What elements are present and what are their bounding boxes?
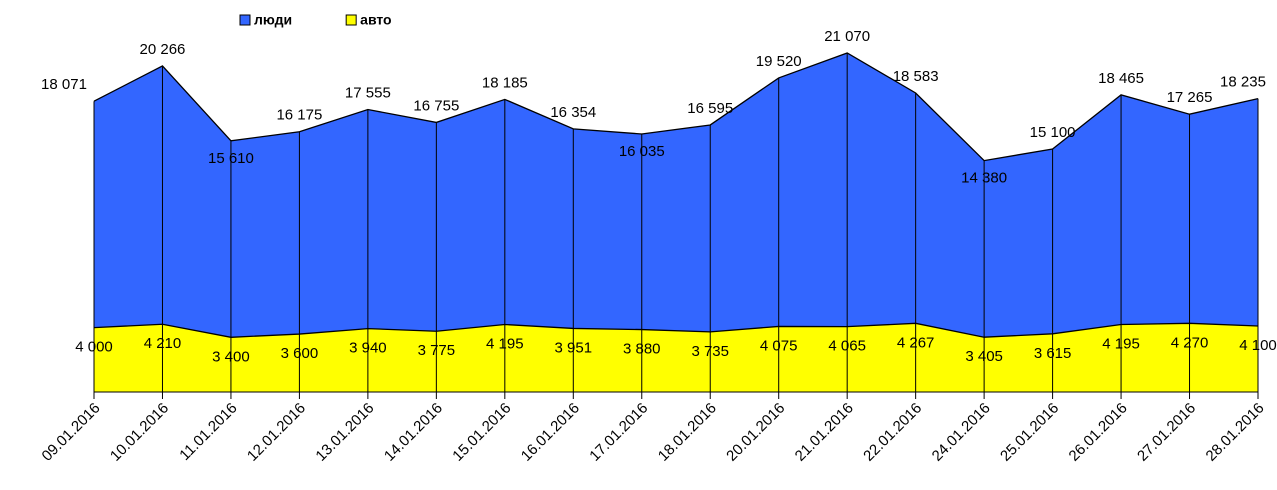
data-label: 4 210	[144, 335, 182, 352]
x-tick-label: 18.01.2016	[655, 400, 720, 465]
area-line	[93, 52, 1259, 162]
data-label: 16 755	[413, 97, 459, 114]
legend-label: авто	[360, 12, 391, 28]
data-label: 3 600	[281, 345, 319, 362]
data-label: 16 354	[550, 104, 596, 121]
data-label: 3 775	[418, 342, 456, 359]
x-tick-label: 26.01.2016	[1066, 400, 1131, 465]
data-label: 3 400	[212, 348, 250, 365]
data-label: 4 065	[828, 338, 866, 355]
x-tick-label: 12.01.2016	[244, 400, 309, 465]
x-tick-label: 09.01.2016	[39, 400, 104, 465]
data-label: 14 380	[961, 170, 1007, 187]
data-label: 3 951	[555, 339, 593, 356]
legend-label: люди	[254, 12, 292, 28]
data-label: 16 175	[276, 107, 322, 124]
x-tick-label: 15.01.2016	[449, 400, 514, 465]
legend-swatch	[345, 14, 357, 26]
data-label: 4 195	[1102, 335, 1140, 352]
data-label: 3 940	[349, 340, 387, 357]
data-label: 18 235	[1220, 74, 1266, 91]
data-label: 4 000	[75, 339, 113, 356]
data-label: 20 266	[140, 41, 186, 58]
area	[94, 52, 1258, 393]
x-tick-label: 28.01.2016	[1203, 400, 1268, 465]
data-label: 18 185	[482, 74, 528, 91]
data-label: 19 520	[756, 53, 802, 70]
data-label: 4 267	[897, 334, 935, 351]
data-label: 4 195	[486, 335, 524, 352]
data-label: 17 555	[345, 84, 391, 101]
data-label: 18 071	[41, 76, 87, 93]
x-tick-label: 13.01.2016	[312, 400, 377, 465]
data-label: 15 100	[1030, 124, 1076, 141]
area-line	[93, 322, 1259, 338]
area	[94, 323, 1258, 392]
x-tick-label: 14.01.2016	[381, 400, 446, 465]
data-label: 21 070	[824, 28, 870, 45]
data-label: 16 035	[619, 143, 665, 160]
x-tick-label: 27.01.2016	[1134, 400, 1199, 465]
x-tick-label: 22.01.2016	[860, 400, 925, 465]
x-tick-label: 20.01.2016	[723, 400, 788, 465]
x-tick-label: 21.01.2016	[792, 400, 857, 465]
data-label: 3 615	[1034, 345, 1072, 362]
x-tick-label: 16.01.2016	[518, 400, 583, 465]
data-label: 18 583	[893, 68, 939, 85]
x-tick-label: 10.01.2016	[107, 400, 172, 465]
data-label: 3 735	[691, 343, 729, 360]
data-label: 18 465	[1098, 70, 1144, 87]
x-tick-label: 11.01.2016	[176, 400, 240, 464]
data-label: 17 265	[1167, 89, 1213, 106]
data-label: 16 595	[687, 100, 733, 117]
x-tick-label: 24.01.2016	[929, 400, 994, 465]
x-tick-label: 25.01.2016	[997, 400, 1062, 465]
data-label: 4 100	[1239, 337, 1277, 354]
data-label: 4 075	[760, 337, 798, 354]
data-label: 4 270	[1171, 334, 1209, 351]
legend-swatch	[239, 14, 251, 26]
data-label: 3 880	[623, 341, 661, 358]
x-tick-label: 17.01.2016	[586, 400, 651, 465]
data-label: 15 610	[208, 150, 254, 167]
data-label: 3 405	[965, 348, 1003, 365]
